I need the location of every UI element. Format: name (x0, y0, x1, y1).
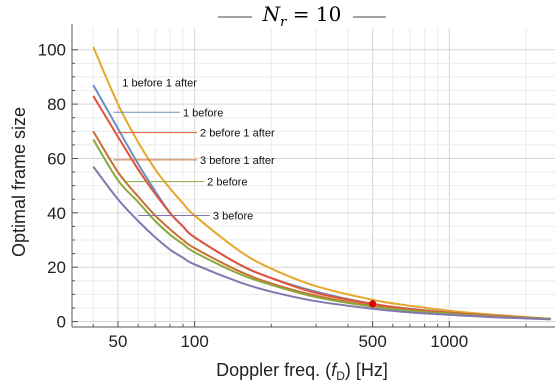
grid (72, 28, 555, 327)
y-tick-label: 0 (57, 313, 66, 332)
title-value: 10 (316, 2, 341, 26)
highlight-point (369, 300, 377, 308)
y-tick-label: 100 (38, 41, 66, 60)
y-tick-label: 40 (47, 204, 66, 223)
x-tick-label: 1000 (430, 332, 468, 351)
x-label-symbol: f (331, 360, 338, 380)
title-equals: = (286, 2, 315, 26)
x-label-suffix: ) [Hz] (345, 360, 388, 380)
y-tick-label: 60 (47, 149, 66, 168)
title-symbol: N (262, 2, 282, 26)
annotation-label-6: 3 before (213, 211, 253, 223)
annotations: 1 before 1 after 1 before 2 before 1 after… (113, 77, 275, 223)
tick-labels: 0 20 40 60 80 100 50 100 500 1000 (38, 41, 469, 351)
series-line-5 (92, 138, 551, 320)
chart-title: Nr = 10 (262, 2, 342, 30)
y-tick-label: 20 (47, 258, 66, 277)
annotation-label-5: 2 before (207, 177, 247, 189)
x-tick-label: 500 (358, 332, 386, 351)
annotation-label-1: 1 before 1 after (122, 77, 197, 89)
highlight-marker (369, 300, 377, 308)
annotation-label-4: 3 before 1 after (200, 155, 275, 167)
x-tick-label: 100 (180, 332, 208, 351)
y-axis-label: Optimal frame size (9, 107, 29, 257)
axes (71, 24, 555, 328)
series-line-1 (92, 46, 551, 320)
series-line-6 (92, 166, 551, 321)
annotation-label-3: 2 before 1 after (200, 128, 275, 140)
x-axis-label: Doppler freq. (fD) [Hz] (216, 360, 388, 383)
y-tick-label: 80 (47, 95, 66, 114)
x-tick-label: 50 (108, 332, 127, 351)
series-lines (92, 46, 551, 321)
annotation-label-2: 1 before (183, 107, 223, 119)
x-label-prefix: Doppler freq. ( (216, 360, 331, 380)
x-label-subscript: D (336, 369, 345, 383)
title-subscript: r (280, 15, 287, 30)
series-line-3 (92, 95, 551, 320)
